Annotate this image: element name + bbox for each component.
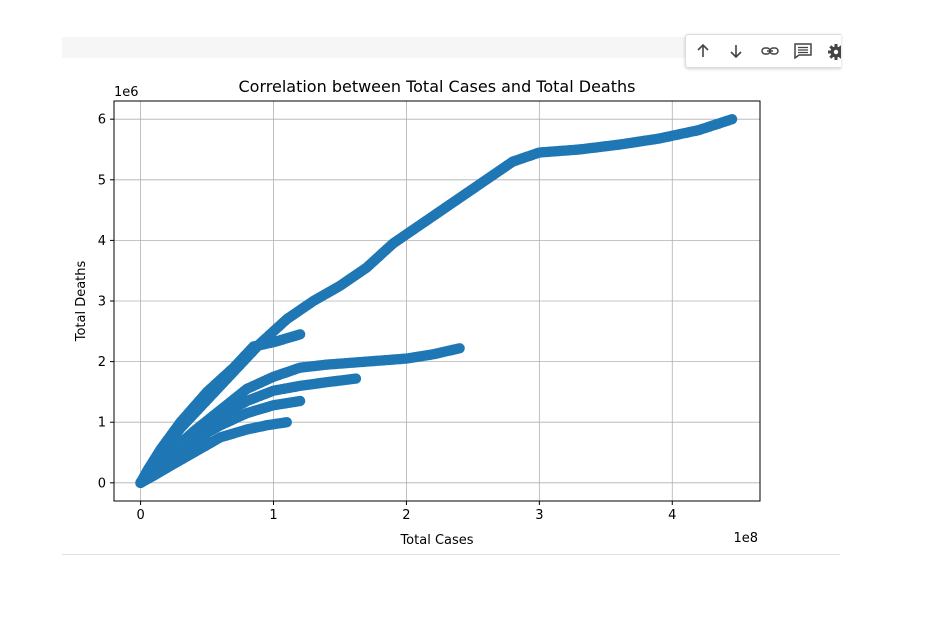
data-point: [195, 426, 206, 437]
data-point: [294, 329, 306, 340]
x-axis-label: Total Cases: [399, 533, 473, 548]
x-tick-label: 3: [535, 508, 543, 523]
scatter-points: [135, 113, 738, 489]
y-axis-label: Total Deaths: [74, 260, 89, 342]
y-tick-label: 1: [98, 416, 106, 431]
y-tick-label: 4: [98, 234, 106, 249]
data-point: [228, 413, 239, 425]
x-tick-label: 0: [136, 508, 144, 523]
cell-toolbar: [685, 34, 841, 68]
comment-icon[interactable]: [787, 35, 817, 67]
cell-divider: [62, 554, 840, 555]
y-tick-label: 2: [98, 355, 106, 370]
x-tick-label: 1: [269, 508, 277, 523]
x-tick-label: 4: [668, 508, 676, 523]
axis-ticks: 0 1 2 3 4 0 1 2 3 4 5 6: [98, 113, 677, 523]
link-icon[interactable]: [754, 35, 784, 67]
data-point: [201, 435, 213, 446]
data-point: [350, 373, 362, 384]
y-tick-label: 5: [98, 173, 106, 188]
y-tick-label: 6: [98, 113, 106, 128]
data-point: [294, 395, 306, 407]
x-tick-label: 2: [402, 508, 410, 523]
chart-title: Correlation between Total Cases and Tota…: [239, 77, 636, 96]
y-tick-label: 0: [98, 476, 106, 491]
x-offset-text: 1e8: [733, 531, 758, 546]
arrow-up-icon[interactable]: [688, 35, 718, 67]
y-offset-text: 1e6: [114, 85, 139, 100]
data-point: [454, 343, 465, 354]
y-tick-label: 3: [98, 295, 106, 310]
gear-icon[interactable]: [820, 35, 841, 67]
data-point: [281, 417, 292, 428]
arrow-down-icon[interactable]: [721, 35, 751, 67]
cell-header-bar: [62, 37, 840, 58]
data-point: [726, 113, 738, 125]
data-point: [172, 441, 184, 452]
